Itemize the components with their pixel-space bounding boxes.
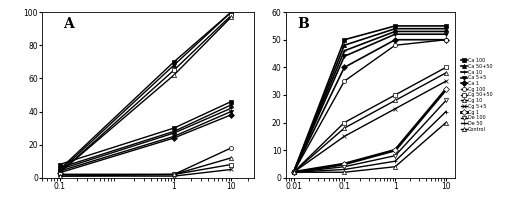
Cg 1 — [392, 149, 398, 151]
Ca 1 — [290, 171, 297, 174]
Line: Cg 1: Cg 1 — [291, 87, 448, 174]
Line: De 50: De 50 — [291, 109, 448, 174]
Ca 5+5 — [290, 171, 297, 174]
Control — [392, 165, 398, 168]
Ca 5+5 — [392, 33, 398, 35]
Cg 5+5 — [290, 171, 297, 174]
Cg 50+50 — [392, 94, 398, 96]
Ca 50+50 — [290, 171, 297, 174]
Ca 100 — [443, 25, 449, 27]
Cg 100 — [443, 39, 449, 41]
Ca 100 — [290, 171, 297, 174]
De 50 — [290, 171, 297, 174]
Control — [443, 121, 449, 124]
Line: Control: Control — [291, 120, 448, 174]
Cg 100 — [290, 171, 297, 174]
Ca 5+5 — [341, 55, 348, 58]
Line: De 100: De 100 — [291, 98, 448, 174]
De 100 — [341, 165, 348, 168]
Text: A: A — [63, 17, 74, 31]
Cg 50+50 — [341, 121, 348, 124]
Ca 1 — [392, 39, 398, 41]
Cg 1 — [341, 163, 348, 165]
Ca 5+5 — [443, 33, 449, 35]
Line: Cg 50+50: Cg 50+50 — [291, 65, 448, 174]
Ca 50+50 — [392, 27, 398, 30]
Ca 100 — [392, 25, 398, 27]
Line: Ca 100: Ca 100 — [291, 24, 448, 174]
De 100 — [392, 155, 398, 157]
Cg 5+5 — [341, 135, 348, 138]
Cg 10 — [443, 72, 449, 74]
Line: Ca 1: Ca 1 — [291, 38, 448, 174]
Ca 10 — [392, 30, 398, 33]
Cg 50+50 — [290, 171, 297, 174]
De 50 — [392, 160, 398, 162]
Cg 10 — [392, 99, 398, 102]
Cg 100 — [392, 44, 398, 46]
Ca 10 — [341, 49, 348, 52]
Ca 100 — [341, 39, 348, 41]
Text: B: B — [297, 17, 309, 31]
Cg 5+5 — [443, 80, 449, 82]
Line: Cg 10: Cg 10 — [291, 71, 448, 174]
Ca 10 — [290, 171, 297, 174]
De 50 — [443, 110, 449, 113]
Control — [290, 171, 297, 174]
De 50 — [341, 168, 348, 171]
Ca 1 — [443, 39, 449, 41]
Cg 10 — [341, 127, 348, 129]
Cg 1 — [290, 171, 297, 174]
Cg 100 — [341, 80, 348, 82]
De 100 — [443, 99, 449, 102]
Line: Ca 10: Ca 10 — [291, 29, 448, 174]
Line: Cg 100: Cg 100 — [291, 38, 448, 174]
Ca 50+50 — [341, 44, 348, 46]
Cg 50+50 — [443, 66, 449, 68]
Line: Ca 5+5: Ca 5+5 — [291, 32, 448, 174]
Line: Cg 5+5: Cg 5+5 — [291, 79, 448, 174]
Cg 5+5 — [392, 107, 398, 110]
Legend: Ca 100, Ca 50+50, Ca 10, Ca 5+5, Ca 1, Cg 100, Cg 50+50, Cg 10, Cg 5+5, Cg 1, De: Ca 100, Ca 50+50, Ca 10, Ca 5+5, Ca 1, C… — [461, 58, 492, 132]
De 100 — [290, 171, 297, 174]
Cg 1 — [443, 88, 449, 91]
Control — [341, 171, 348, 174]
Ca 50+50 — [443, 27, 449, 30]
Cg 10 — [290, 171, 297, 174]
Line: Ca 50+50: Ca 50+50 — [291, 27, 448, 174]
Ca 10 — [443, 30, 449, 33]
Ca 1 — [341, 66, 348, 68]
